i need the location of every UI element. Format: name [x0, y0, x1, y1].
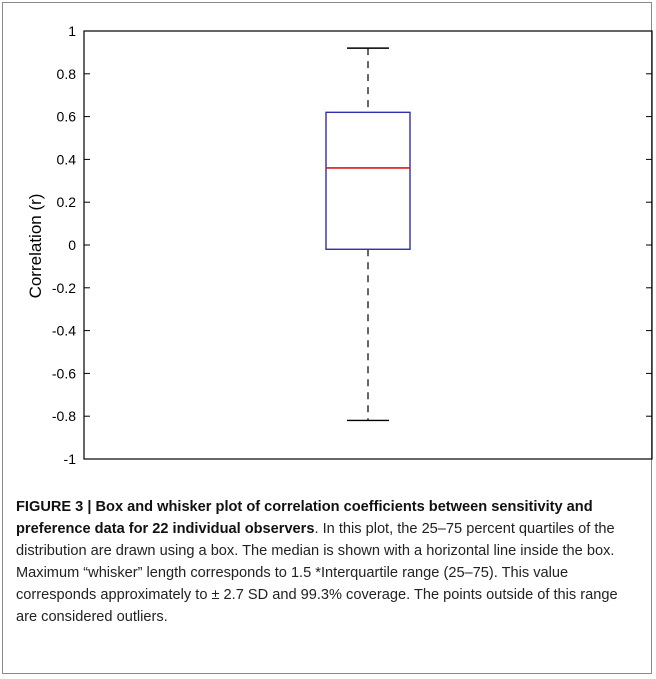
y-ticks-group: 1 0.8 0.6 0.4 0.2 0 -0.2 -0.4 -0.6 -0.8 -1	[52, 23, 652, 467]
y-tick-label: -0.6	[52, 365, 76, 381]
figure-caption: FIGURE 3 | Box and whisker plot of corre…	[16, 496, 642, 628]
y-tick-label: -0.4	[52, 323, 76, 339]
box-plot-group	[325, 47, 411, 422]
y-axis-label: Correlation (r)	[26, 194, 45, 299]
y-tick-label: 0.6	[57, 109, 77, 125]
box-plot-chart: Correlation (r) 1 0.8 0.6 0.4 0.2 0 -0.2 -0.4 -0…	[26, 23, 653, 467]
y-tick-label: 0.2	[57, 194, 77, 210]
plot-area-frame	[83, 30, 653, 460]
y-tick-label: -1	[64, 451, 77, 467]
y-tick-label: 1	[68, 23, 76, 39]
y-tick-label: -0.2	[52, 280, 76, 296]
y-tick-label: -0.8	[52, 408, 76, 424]
interquartile-box	[325, 111, 411, 250]
y-tick-label: 0	[68, 237, 76, 253]
caption-figure-label: FIGURE 3 | Box and whisker plot of corre…	[16, 499, 593, 537]
caption-body-text: . In this plot, the 25–75 percent quarti…	[16, 521, 618, 625]
y-tick-label: 0.8	[57, 66, 77, 82]
y-tick-label: 0.4	[57, 151, 77, 167]
